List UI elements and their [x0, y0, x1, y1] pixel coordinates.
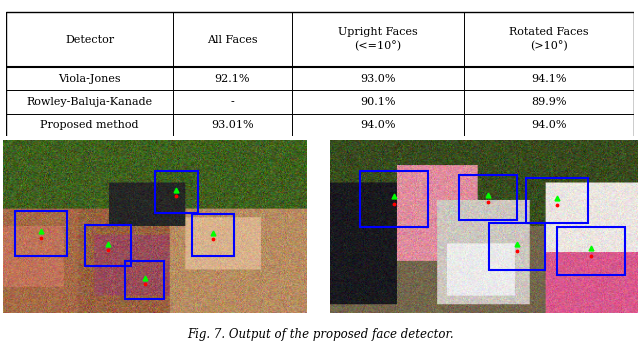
Bar [360, 171, 428, 227]
Text: 93.01%: 93.01% [211, 120, 253, 130]
Text: 90.1%: 90.1% [360, 97, 396, 107]
Text: 93.0%: 93.0% [360, 74, 396, 84]
Text: Viola-Jones: Viola-Jones [58, 74, 121, 84]
Text: Rotated Faces
(>10°): Rotated Faces (>10°) [509, 28, 589, 52]
Text: -: - [230, 97, 234, 107]
Text: 94.1%: 94.1% [531, 74, 566, 84]
Bar [490, 223, 545, 270]
Bar [15, 211, 67, 256]
Text: 89.9%: 89.9% [531, 97, 566, 107]
Bar [85, 225, 131, 267]
Text: All Faces: All Faces [207, 35, 257, 45]
Text: 94.0%: 94.0% [531, 120, 566, 130]
Text: Rowley-Baluja-Kanade: Rowley-Baluja-Kanade [26, 97, 152, 107]
Text: Proposed method: Proposed method [40, 120, 139, 130]
Bar [125, 261, 164, 299]
Bar [526, 178, 588, 223]
Bar [557, 227, 625, 275]
Text: Detector: Detector [65, 35, 114, 45]
Text: Upright Faces
(<=10°): Upright Faces (<=10°) [338, 28, 418, 52]
Text: 92.1%: 92.1% [214, 74, 250, 84]
Bar [192, 215, 234, 256]
Bar [459, 175, 517, 219]
Bar [155, 171, 198, 213]
Text: Fig. 7. Output of the proposed face detector.: Fig. 7. Output of the proposed face dete… [187, 328, 453, 341]
Text: 94.0%: 94.0% [360, 120, 396, 130]
